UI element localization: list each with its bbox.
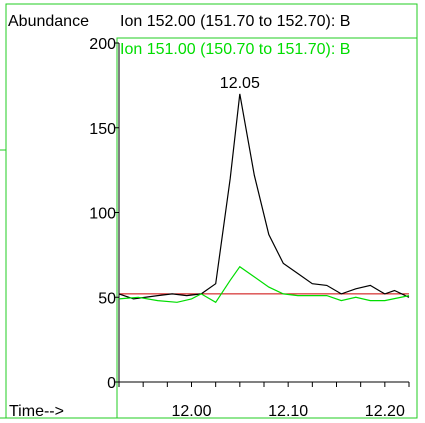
y-axis-label: Abundance — [8, 13, 89, 30]
x-tick-label: 12.00 — [171, 403, 211, 420]
y-tick-label: 100 — [89, 206, 116, 223]
y-tick-label: 200 — [89, 36, 116, 53]
x-tick-label: 12.20 — [365, 403, 405, 420]
y-axis-ticks: 0 50 100 150 200 — [89, 36, 119, 392]
plot-frame — [116, 37, 418, 419]
x-axis-label: Time--> — [9, 403, 64, 420]
y-tick-label: 0 — [107, 375, 116, 392]
series-ion-151-line — [118, 265, 410, 304]
legend-entry-ion-152: Ion 152.00 (151.70 to 152.70): B — [120, 13, 350, 30]
peak-annotation-label: 12.05 — [220, 75, 260, 92]
x-axis-ticks: 12.00 12.10 12.20 — [118, 382, 410, 420]
outer-frame — [5, 3, 418, 419]
legend-entry-ion-151: Ion 151.00 (150.70 to 151.70): B — [120, 41, 350, 58]
y-tick-label: 150 — [89, 121, 116, 138]
x-tick-label: 12.10 — [268, 403, 308, 420]
series-ion-152-line — [118, 93, 410, 300]
y-tick-label: 50 — [98, 290, 116, 307]
